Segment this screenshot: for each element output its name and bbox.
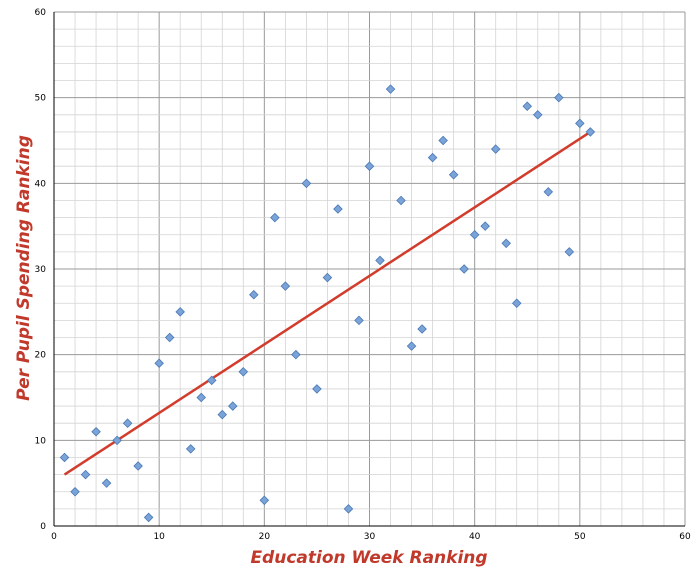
data-point [522, 101, 533, 111]
data-point [249, 289, 259, 300]
data-point [206, 375, 217, 386]
data-point [575, 118, 585, 129]
y-tick-label: 40 [35, 179, 47, 189]
y-tick-label: 60 [35, 8, 47, 18]
data-point [364, 161, 375, 171]
y-tick-label: 0 [40, 522, 46, 532]
y-tick-label: 50 [35, 94, 47, 104]
data-point [143, 512, 154, 523]
x-tick-label: 50 [574, 532, 586, 542]
trendline [63, 130, 592, 476]
data-point [196, 392, 206, 403]
data-point [312, 384, 322, 394]
data-point [70, 486, 80, 497]
data-point [438, 135, 448, 146]
y-tick-label: 30 [35, 265, 47, 275]
x-tick-label: 20 [259, 532, 271, 542]
data-point [185, 444, 196, 454]
data-point [343, 504, 354, 514]
data-point [238, 367, 249, 377]
x-tick-label: 0 [51, 532, 57, 542]
data-point [333, 204, 343, 214]
data-point [164, 332, 175, 343]
data-point [448, 170, 459, 180]
data-point [469, 229, 480, 240]
data-point [122, 418, 133, 428]
data-point [375, 255, 385, 266]
data-point [354, 315, 364, 326]
data-point [280, 281, 291, 291]
data-point [490, 144, 501, 154]
data-points [59, 84, 596, 523]
data-point [91, 427, 101, 437]
data-point [80, 469, 91, 480]
data-point [291, 349, 301, 360]
axes [53, 12, 685, 527]
data-point [459, 264, 469, 274]
data-point [427, 152, 438, 163]
data-point [585, 127, 596, 137]
data-point [59, 452, 70, 463]
x-tick-label: 30 [364, 532, 376, 542]
data-point [564, 247, 575, 257]
data-point [270, 212, 280, 223]
data-point [480, 221, 490, 231]
grid [53, 11, 686, 527]
data-point [385, 84, 396, 94]
data-point [112, 435, 122, 446]
data-point [154, 358, 164, 368]
x-axis-title: Education Week Ranking [250, 548, 487, 568]
y-tick-label: 10 [35, 436, 47, 446]
data-point [396, 195, 406, 206]
y-tick-labels: 0 10 20 30 40 50 60 [35, 8, 47, 532]
y-axis-title: Per Pupil Spending Ranking [14, 135, 34, 401]
data-point [101, 478, 112, 488]
x-tick-label: 40 [469, 532, 481, 542]
trendline-group [63, 130, 592, 476]
data-point [511, 298, 522, 309]
x-tick-label: 60 [679, 532, 691, 542]
data-point [259, 495, 270, 506]
data-point [175, 307, 185, 317]
data-point [543, 187, 554, 197]
data-point [417, 324, 427, 334]
data-point [554, 92, 564, 103]
x-tick-labels: 0 10 20 30 40 50 60 [51, 532, 691, 542]
y-tick-label: 20 [35, 351, 47, 361]
data-point [217, 409, 228, 420]
data-point [322, 272, 333, 283]
data-point [133, 461, 143, 471]
x-tick-label: 10 [153, 532, 165, 542]
data-point [301, 178, 312, 189]
data-point [533, 110, 543, 120]
data-point [501, 238, 511, 249]
data-point [406, 341, 417, 351]
data-point [228, 401, 238, 411]
